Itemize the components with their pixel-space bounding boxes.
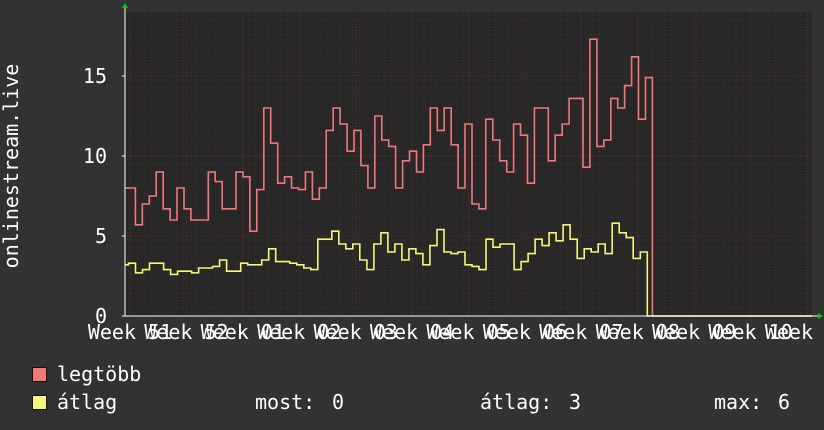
y-axis-arrow — [122, 3, 128, 8]
x-tick-label: Week 51 — [88, 320, 172, 344]
x-axis-arrow — [818, 313, 823, 319]
axes — [122, 3, 823, 319]
x-tick-label: Week 04 — [370, 320, 454, 344]
x-tick-label: Week 01 — [201, 320, 285, 344]
x-tick-label: Week 10 — [708, 320, 792, 344]
x-tick-label: Week 11 — [765, 320, 824, 344]
x-tick-label: Week 07 — [539, 320, 623, 344]
x-tick-label: Week 52 — [144, 320, 228, 344]
y-axis-label: onlinestream.live — [0, 64, 23, 269]
x-tick-label: Week 05 — [426, 320, 510, 344]
x-tick-label: Week 03 — [314, 320, 398, 344]
y-tick-label: 15 — [83, 64, 107, 88]
y-tick-labels: 0 5 10 15 — [83, 64, 107, 328]
x-tick-label: Week 02 — [257, 320, 341, 344]
x-tick-label: Week 06 — [483, 320, 567, 344]
x-tick-label: Week 08 — [596, 320, 680, 344]
y-tick-label: 5 — [95, 224, 107, 248]
y-tick-label: 10 — [83, 144, 107, 168]
x-tick-label: Week 09 — [652, 320, 736, 344]
y-tick-label: 0 — [95, 304, 107, 328]
